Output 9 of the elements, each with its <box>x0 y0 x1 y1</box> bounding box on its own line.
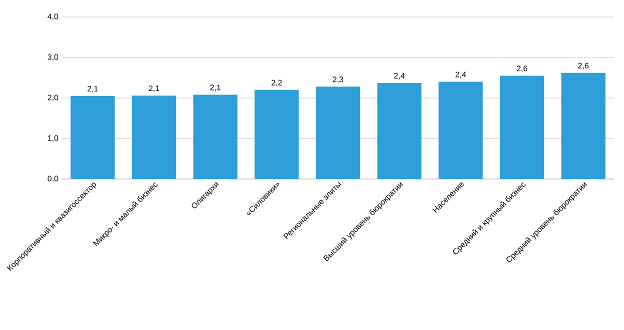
bar <box>316 86 360 179</box>
bar <box>500 76 544 179</box>
bar <box>561 72 606 179</box>
bar <box>254 90 299 179</box>
bar <box>70 96 115 179</box>
bar <box>132 96 176 179</box>
bar <box>193 94 238 179</box>
bar <box>377 83 422 179</box>
bar <box>438 82 483 179</box>
